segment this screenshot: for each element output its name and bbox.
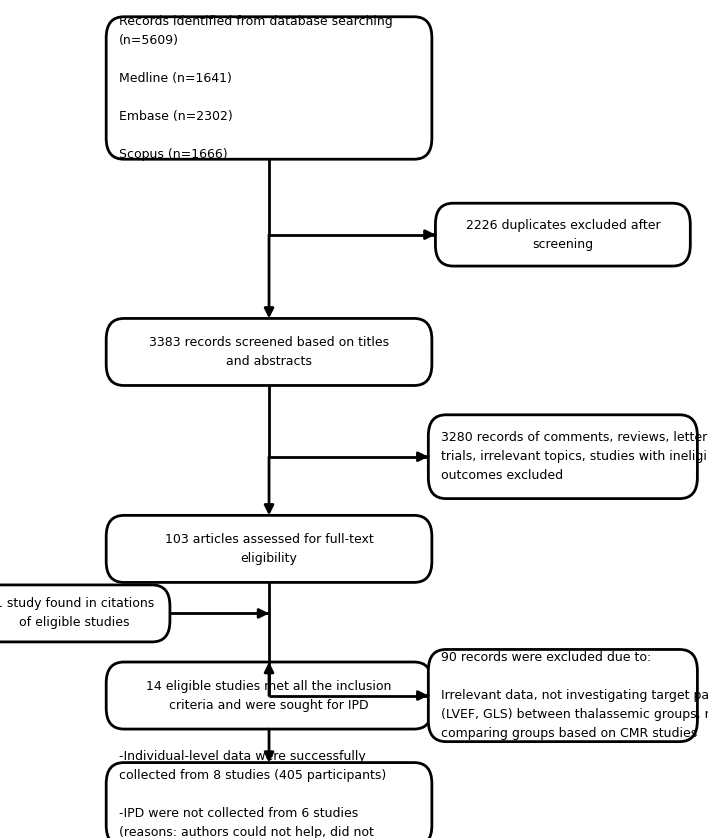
Text: 3280 records of comments, reviews, letter,
trials, irrelevant topics, studies wi: 3280 records of comments, reviews, lette… [441,432,708,482]
Text: Records identified from database searching
(n=5609)

Medline (n=1641)

Embase (n: Records identified from database searchi… [119,15,393,161]
Text: 90 records were excluded due to:

Irrelevant data, not investigating target para: 90 records were excluded due to: Irrelev… [441,651,708,740]
Text: 14 eligible studies met all the inclusion
criteria and were sought for IPD: 14 eligible studies met all the inclusio… [147,680,392,711]
Text: -Individual-level data were successfully
collected from 8 studies (405 participa: -Individual-level data were successfully… [119,751,389,838]
FancyBboxPatch shape [106,17,432,159]
FancyBboxPatch shape [106,763,432,838]
FancyBboxPatch shape [106,515,432,582]
FancyBboxPatch shape [106,662,432,729]
FancyBboxPatch shape [435,204,690,266]
Text: 103 articles assessed for full-text
eligibility: 103 articles assessed for full-text elig… [165,533,373,565]
FancyBboxPatch shape [0,585,170,642]
Text: 1 study found in citations
of eligible studies: 1 study found in citations of eligible s… [0,597,154,629]
FancyBboxPatch shape [428,649,697,742]
FancyBboxPatch shape [106,318,432,385]
Text: 2226 duplicates excluded after
screening: 2226 duplicates excluded after screening [466,219,660,251]
FancyBboxPatch shape [428,415,697,499]
Text: 3383 records screened based on titles
and abstracts: 3383 records screened based on titles an… [149,336,389,368]
